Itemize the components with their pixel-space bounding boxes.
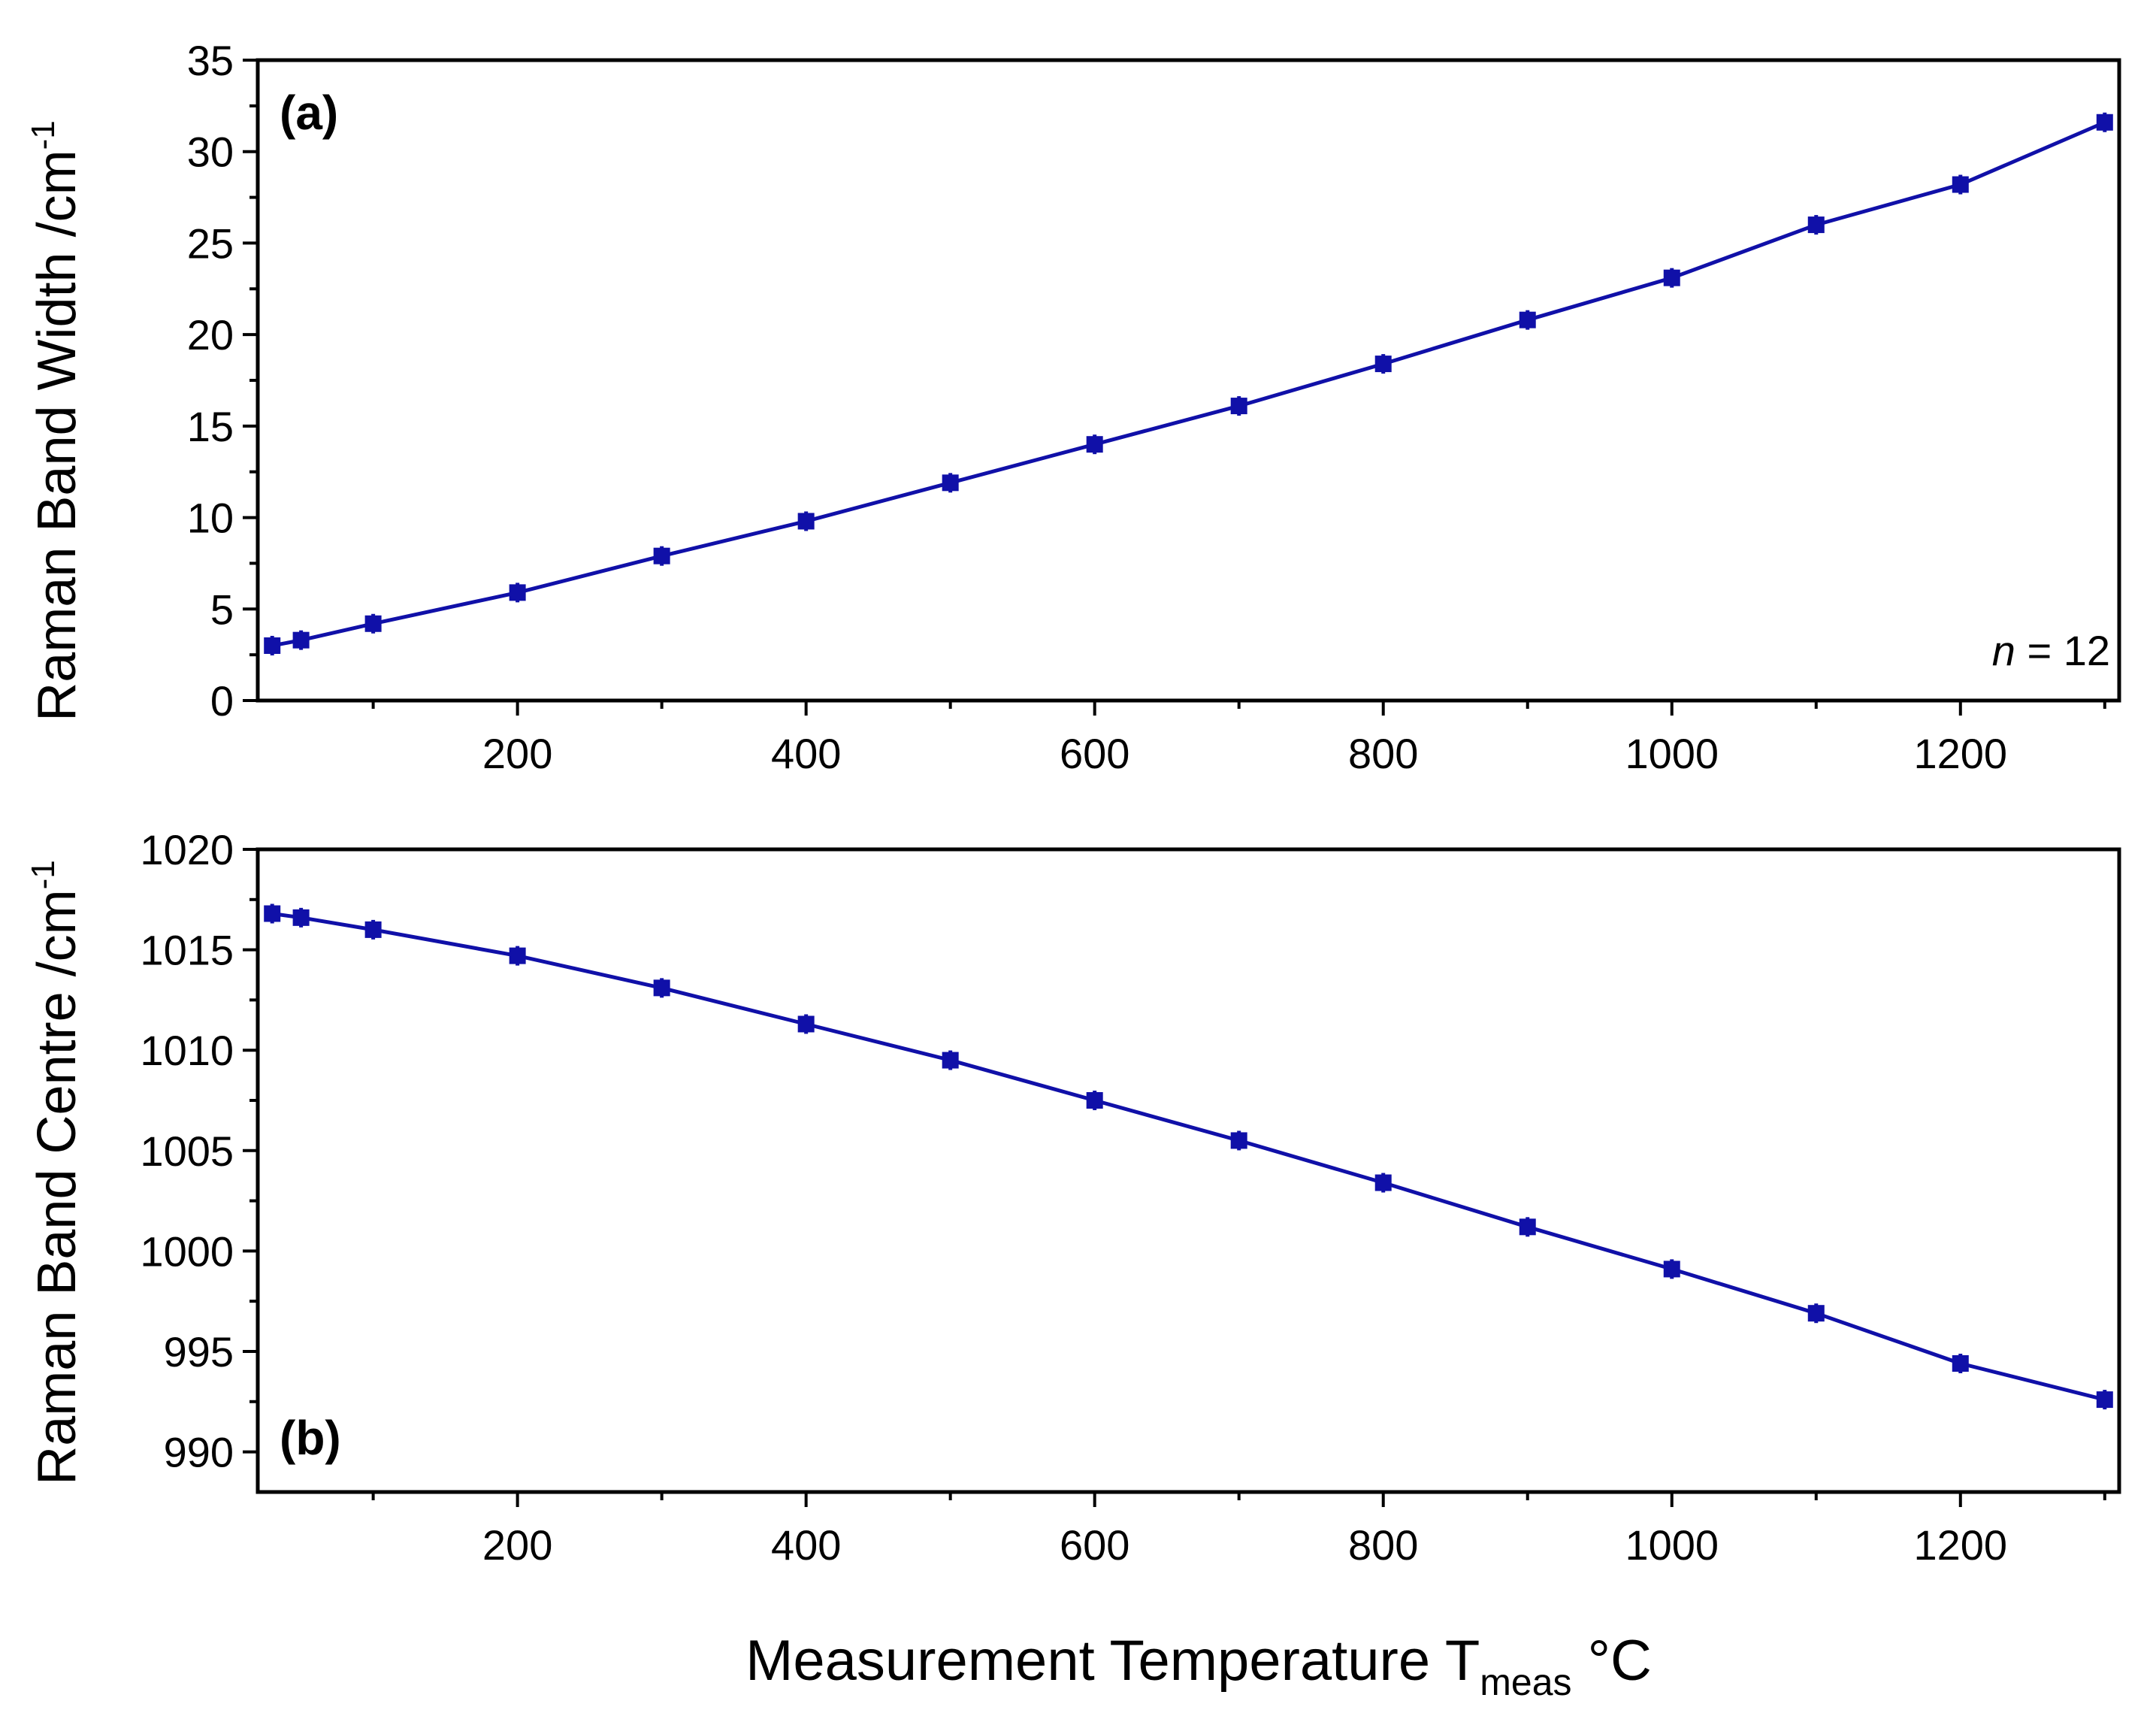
panel-b-y-tick-label: 1005 xyxy=(140,1127,234,1175)
panel-a-x-tick-label: 800 xyxy=(1348,730,1418,777)
panel-b-y-axis-label-main: Raman Band Centre /cm xyxy=(27,889,87,1484)
x-axis-label: Measurement Temperature Tmeas °C xyxy=(745,1629,1652,1703)
panel-a-y-tick-label: 35 xyxy=(187,37,234,84)
x-axis-label-unit: °C xyxy=(1572,1629,1652,1693)
panel-a-y-tick-label: 5 xyxy=(210,586,234,633)
x-axis-label-main: Measurement Temperature T xyxy=(745,1629,1480,1693)
panel-b-x-tick-label: 1200 xyxy=(1913,1521,2007,1569)
panel-b-frame xyxy=(256,847,2121,1494)
panel-b-x-tick-label: 1000 xyxy=(1625,1521,1719,1569)
panel-a-x-tick-label: 1000 xyxy=(1625,730,1719,777)
sample-count-annotation: n = 12 xyxy=(1992,627,2110,674)
panel-b-y-axis-label-exponent: -1 xyxy=(25,860,62,889)
panel-b-x-tick-label: 800 xyxy=(1348,1521,1418,1569)
panel-a-x-tick-label: 400 xyxy=(771,730,841,777)
panel-a-x-tick-label: 600 xyxy=(1060,730,1129,777)
panel-a-y-axis-label: Raman Band Width /cm-1 xyxy=(25,120,87,721)
panel-a-y-tick-label: 15 xyxy=(187,403,234,450)
panel-a-y-tick-label: 20 xyxy=(187,311,234,359)
panel-b-x-tick-label: 400 xyxy=(771,1521,841,1569)
panel-a-y-tick-label: 25 xyxy=(187,219,234,267)
panel-a-y-tick-label: 0 xyxy=(210,677,234,725)
panel-b-y-tick-label: 1020 xyxy=(140,826,234,873)
panel-b-plot-area: 990 995 1000 1005 1010 1015 1020 200 400 600 800 10… xyxy=(140,826,2121,1569)
panel-a-y-tick-label: 30 xyxy=(187,129,234,176)
sample-count-symbol: n xyxy=(1992,627,2015,674)
panel-b: 990 995 1000 1005 1010 1015 1020 200 400 600 800 10… xyxy=(25,826,2121,1569)
panel-b-y-tick-label: 1010 xyxy=(140,1027,234,1074)
panel-a-label: (a) xyxy=(280,86,338,140)
panel-a-y-axis-label-main: Raman Band Width /cm xyxy=(27,150,87,721)
panel-a: 0 5 10 15 20 25 30 35 200 400 600 800 1000 1200 (a) n… xyxy=(25,37,2121,777)
panel-b-x-tick-label: 600 xyxy=(1060,1521,1129,1569)
panel-b-y-tick-label: 1000 xyxy=(140,1227,234,1275)
sample-count-value: = 12 xyxy=(2015,627,2110,674)
panel-b-y-tick-label: 995 xyxy=(164,1328,234,1376)
x-axis-label-subscript: meas xyxy=(1480,1661,1571,1703)
panel-a-y-tick-label: 10 xyxy=(187,495,234,542)
panel-b-x-tick-label: 200 xyxy=(482,1521,552,1569)
panel-a-x-tick-label: 1200 xyxy=(1913,730,2007,777)
panel-b-y-tick-label: 990 xyxy=(164,1429,234,1476)
panel-b-label: (b) xyxy=(280,1411,341,1465)
panel-b-y-tick-label: 1015 xyxy=(140,927,234,974)
panel-a-y-axis-label-exponent: -1 xyxy=(25,120,62,150)
panel-b-y-axis-label: Raman Band Centre /cm-1 xyxy=(25,860,87,1484)
panel-a-x-tick-label: 200 xyxy=(482,730,552,777)
panel-a-plot-area: 0 5 10 15 20 25 30 35 200 400 600 800 1000 1200 xyxy=(187,37,2121,777)
